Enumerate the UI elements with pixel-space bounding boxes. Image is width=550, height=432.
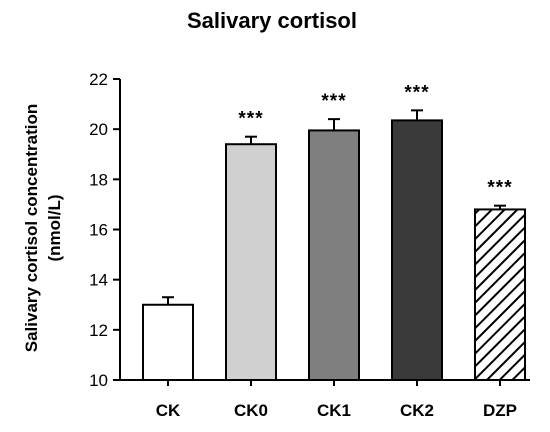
x-tick-label: CK2 xyxy=(400,401,434,420)
y-tick-label: 12 xyxy=(89,321,108,340)
plot-area: 10 12 14 16 18 20 22 CK CK0 *** CK1 *** CK2 *** DZP *** xyxy=(89,70,530,420)
x-tick-label: CK0 xyxy=(234,401,268,420)
significance-label: *** xyxy=(404,82,429,103)
x-tick-label: CK1 xyxy=(317,401,351,420)
y-tick-label: 22 xyxy=(89,70,108,89)
bar-ck xyxy=(142,303,194,381)
bar-dzp xyxy=(474,208,526,381)
significance-label: *** xyxy=(487,178,512,199)
x-tick-label: CK xyxy=(156,401,181,420)
y-tick-label: 10 xyxy=(89,371,108,390)
chart-title: Salivary cortisol xyxy=(187,8,357,33)
x-tick-label: DZP xyxy=(483,401,517,420)
y-tick-label: 16 xyxy=(89,221,108,240)
significance-label: *** xyxy=(321,91,346,112)
y-tick-label: 20 xyxy=(89,120,108,139)
bar-ck1 xyxy=(308,129,360,381)
significance-label: *** xyxy=(238,109,263,130)
y-tick-label: 14 xyxy=(89,271,108,290)
y-axis-label-line-1: Salivary cortisol concentration xyxy=(22,104,41,352)
y-axis-label-line-2: (nmol/L) xyxy=(45,194,64,261)
bar-ck2 xyxy=(391,119,443,381)
y-tick-label: 18 xyxy=(89,170,108,189)
y-axis-label: Salivary cortisol concentration (nmol/L) xyxy=(22,104,64,352)
bar-ck0 xyxy=(225,143,277,381)
